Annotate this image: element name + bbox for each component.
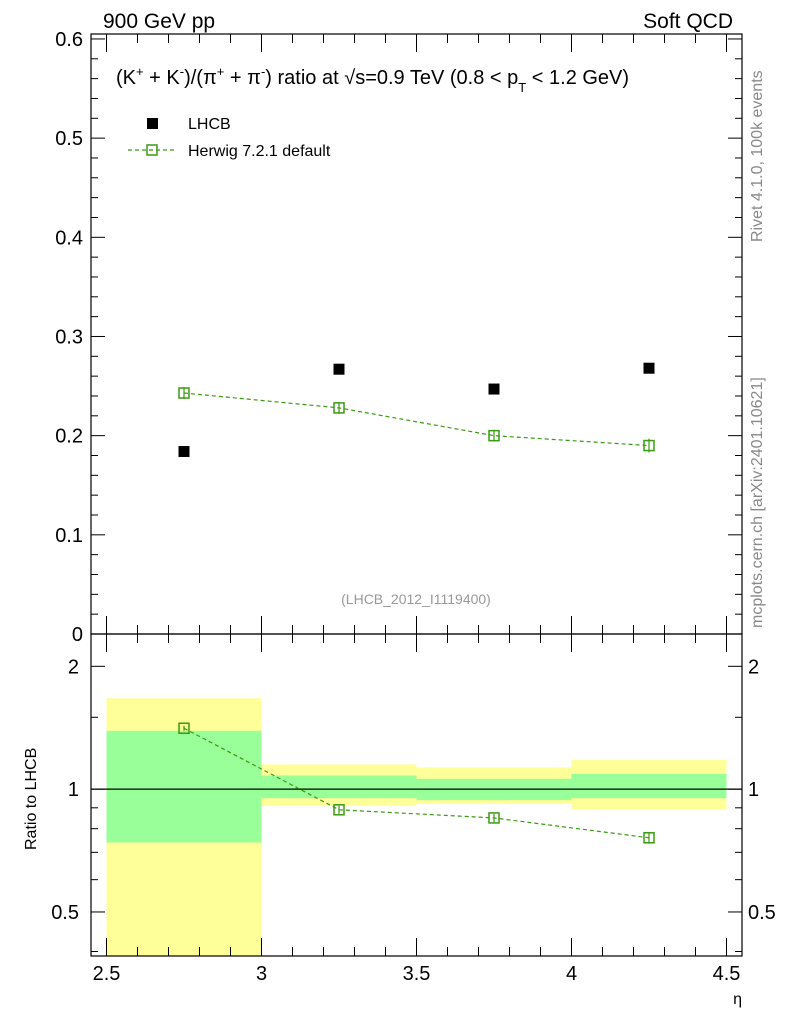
legend: LHCB Herwig 7.2.1 default: [128, 116, 331, 160]
chart-title: (K+ + K-)/(π+ + π-) ratio at √s=0.9 TeV …: [116, 64, 629, 95]
x-tick-label: 3.5: [403, 963, 431, 985]
main-y-tick-label: 0.1: [55, 525, 83, 547]
ratio-panel-series: [178, 722, 655, 844]
main-panel-axes: 0 0.1 0.2 0.3 0.4 0.5 0.6: [55, 29, 743, 646]
lhcb-point: [333, 363, 345, 375]
legend-lhcb-label: LHCB: [188, 116, 231, 133]
ratio-y-axis-label: Ratio to LHCB: [23, 748, 40, 850]
herwig-point: [178, 387, 190, 399]
main-y-tick-label: 0: [72, 624, 83, 646]
main-panel-series: [178, 362, 655, 458]
lhcb-point: [178, 446, 190, 458]
rivet-version-label: Rivet 4.1.0, 100k events: [749, 70, 766, 242]
main-y-tick-label: 0.2: [55, 426, 83, 448]
lhcb-point: [643, 362, 655, 374]
herwig-ratio-point: [488, 812, 500, 824]
main-y-tick-label: 0.5: [55, 128, 83, 150]
x-axis-label: η: [733, 991, 742, 1008]
mcplots-label: mcplots.cern.ch [arXiv:2401.10621]: [749, 377, 766, 628]
analysis-id-annotation: (LHCB_2012_I1119400): [341, 591, 491, 607]
ratio-band-inner-3: [571, 773, 727, 799]
ratio-panel-axes: 2.5 3 3.5 4 4.5 0.5 0.5 1 1 2 2: [51, 633, 776, 985]
herwig-point: [643, 439, 655, 452]
x-tick-label: 3: [256, 963, 267, 985]
x-tick-label: 4.5: [713, 963, 741, 985]
main-y-tick-label: 0.6: [55, 29, 83, 51]
x-tick-label: 4: [566, 963, 577, 985]
herwig-point: [333, 402, 345, 414]
herwig-ratio-point: [333, 804, 345, 816]
legend-herwig-label: Herwig 7.2.1 default: [188, 143, 331, 160]
main-y-tick-label: 0.4: [55, 227, 83, 249]
herwig-point: [488, 429, 500, 442]
x-tick-label: 2.5: [93, 963, 121, 985]
ratio-band-inner-1: [261, 775, 417, 799]
legend-lhcb-marker: [147, 118, 158, 129]
legend-herwig-marker: [146, 144, 158, 156]
ratio-y-tick-label-right: 0.5: [748, 902, 776, 924]
ratio-y-tick-label-right: 1: [748, 779, 759, 801]
header-right-label: Soft QCD: [643, 10, 733, 33]
herwig-line: [183, 392, 650, 447]
ratio-y-tick-label: 1: [68, 779, 79, 801]
herwig-ratio-point: [178, 722, 190, 735]
herwig-ratio-point: [643, 832, 655, 844]
ratio-band-inner-0: [106, 730, 262, 843]
lhcb-point: [488, 383, 500, 395]
ratio-y-tick-label-right: 2: [748, 656, 759, 678]
main-y-tick-label: 0.3: [55, 326, 83, 348]
herwig-ratio-line: [183, 727, 650, 839]
ratio-y-tick-label: 2: [68, 656, 79, 678]
ratio-y-tick-label: 0.5: [51, 902, 79, 924]
header-left-label: 900 GeV pp: [103, 10, 215, 33]
